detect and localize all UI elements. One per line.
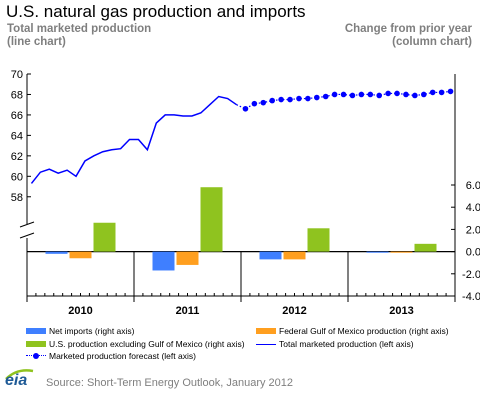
forecast-point [251, 100, 258, 107]
forecast-point [367, 91, 374, 98]
left-axis-tick-label: 62 [11, 151, 23, 163]
forecast-point [278, 96, 284, 103]
left-subtitle-line1: Total marketed production [7, 23, 152, 35]
forecast-point [296, 95, 302, 102]
federal-gom-bar [390, 251, 413, 253]
right-subtitle-line1: Change from prior year [344, 23, 472, 35]
forecast-point [269, 97, 276, 104]
eia-logo-arc-icon [5, 369, 34, 380]
right-axis-tick-label: 4.0 [466, 202, 480, 214]
right-axis-tick-label: 6.0 [466, 180, 480, 192]
forecast-point [260, 99, 267, 106]
left-axis-tick-label: 60 [11, 171, 23, 183]
net-imports-bar [45, 251, 68, 254]
net-imports-bar [152, 251, 175, 271]
forecast-point [412, 92, 418, 99]
forecast-point [358, 91, 365, 98]
forecast-point [376, 92, 383, 99]
forecast-point [305, 95, 311, 102]
legend-federal-gom: Federal Gulf of Mexico production (right… [256, 326, 449, 336]
left-axis-tick-label: 58 [11, 192, 23, 204]
forecast-point [394, 90, 400, 97]
legend-label-total-marketed: Total marketed production (left axis) [279, 339, 414, 349]
forecast-point [420, 91, 427, 98]
legend-forecast: Marketed production forecast (left axis) [26, 351, 196, 361]
legend-swatch-us-ex-gom [26, 341, 46, 347]
us-ex-gom-bar [414, 243, 437, 252]
year-label: 2013 [389, 305, 413, 317]
legend-label-net-imports: Net imports (right axis) [49, 326, 135, 336]
legend-label-federal-gom: Federal Gulf of Mexico production (right… [279, 326, 449, 336]
legend-net-imports: Net imports (right axis) [26, 326, 135, 336]
forecast-point [385, 90, 391, 97]
forecast-point [438, 89, 445, 96]
us-ex-gom-bar [307, 228, 330, 252]
forecast-point [331, 91, 338, 98]
federal-gom-bar [283, 251, 306, 260]
left-axis-tick-label: 64 [11, 130, 23, 142]
left-subtitle-line2: (line chart) [7, 36, 66, 48]
forecast-point [322, 93, 329, 100]
left-axis-tick-label: 70 [11, 69, 23, 81]
axis-break-mark-2 [19, 232, 35, 239]
legend-swatch-federal-gom [256, 328, 276, 334]
forecast-point [429, 89, 436, 96]
right-axis-tick-label: 0.0 [466, 247, 480, 259]
axis-break-mark-1 [19, 221, 35, 228]
legend-swatch-net-imports [26, 328, 46, 334]
legend-swatch-forecast [26, 352, 46, 360]
forecast-point [349, 92, 356, 99]
us-ex-gom-bar [200, 187, 223, 252]
forecast-point [447, 88, 454, 95]
forecast-point [287, 96, 293, 103]
year-label: 2011 [176, 305, 200, 317]
right-subtitle: Change from prior year (column chart) [345, 23, 472, 49]
us-ex-gom-bar [93, 222, 116, 252]
forecast-point [242, 105, 249, 112]
right-subtitle-line2: (column chart) [392, 36, 472, 48]
chart-title: U.S. natural gas production and imports [6, 2, 306, 21]
legend-label-forecast: Marketed production forecast (left axis) [49, 351, 196, 361]
net-imports-bar [259, 251, 282, 260]
year-label: 2012 [282, 305, 306, 317]
legend-swatch-total-marketed [256, 343, 276, 345]
total-marketed-production-line [30, 95, 237, 184]
right-axis-tick-label: 2.0 [466, 224, 480, 236]
net-imports-bar [366, 251, 389, 253]
left-subtitle: Total marketed production (line chart) [7, 23, 151, 49]
right-axis-tick-label: -4.0 [462, 291, 480, 303]
legend-label-us-ex-gom: U.S. production excluding Gulf of Mexico… [49, 339, 245, 349]
federal-gom-bar [176, 251, 199, 265]
year-label: 2010 [68, 305, 92, 317]
legend-total-marketed: Total marketed production (left axis) [256, 339, 414, 349]
left-axis-tick-label: 68 [11, 89, 23, 101]
legend-us-ex-gom: U.S. production excluding Gulf of Mexico… [26, 339, 245, 349]
forecast-point [313, 94, 320, 101]
right-axis-tick-label: -2.0 [462, 269, 480, 281]
left-axis-tick-label: 66 [11, 110, 23, 122]
source-note: Source: Short-Term Energy Outlook, Janua… [46, 377, 294, 389]
eia-logo: eia [5, 372, 28, 389]
forecast-point [340, 91, 347, 98]
forecast-point [403, 91, 409, 98]
federal-gom-bar [69, 251, 92, 259]
